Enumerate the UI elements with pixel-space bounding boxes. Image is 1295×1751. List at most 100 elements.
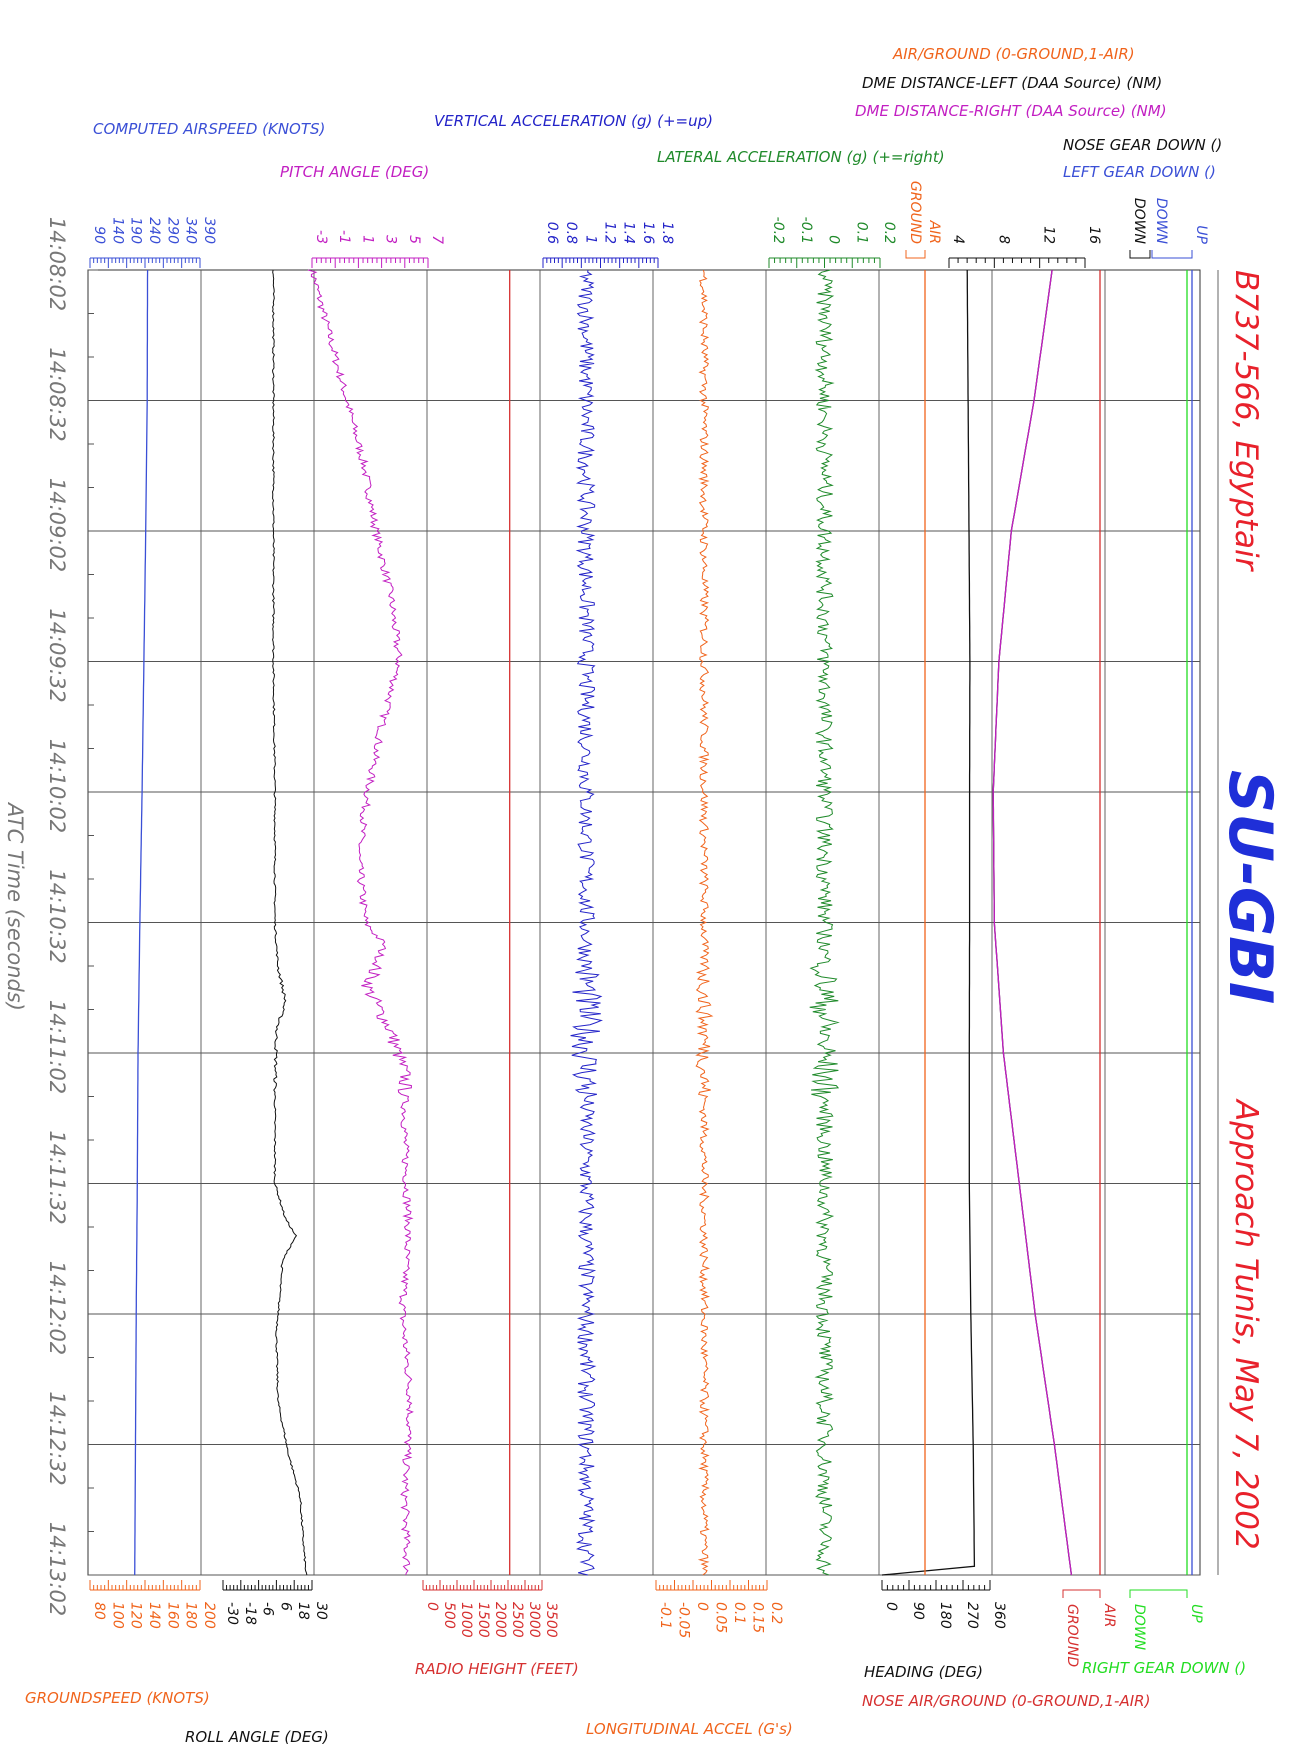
- airspeed-tick-label: 140: [109, 217, 125, 244]
- air_ground_left-bracket: [905, 250, 926, 259]
- computed-airspeed-label: COMPUTED AIRSPEED (KNOTS): [93, 120, 325, 138]
- dme_left-tick-label: 4: [950, 235, 966, 244]
- lat_accel-tick-label: 0: [826, 235, 842, 244]
- airspeed-tick-label: 90: [91, 226, 107, 244]
- pitch-trace: [307, 269, 414, 1576]
- airspeed-tick-label: 390: [201, 217, 217, 244]
- dme-right-label: DME DISTANCE-RIGHT (DAA Source) (NM): [855, 102, 1167, 120]
- vert_accel-tick-label: 1.4: [621, 222, 637, 244]
- long_accel-tick-label: -0.1: [657, 1602, 673, 1629]
- time-tick-label: 14:11:02: [45, 1000, 69, 1094]
- radio_height-tick-label: 0: [424, 1602, 440, 1611]
- long_accel-tick-label: 0.2: [768, 1602, 784, 1624]
- airspeed-tick-label: 190: [128, 217, 144, 244]
- event-title: Approach Tunis, May 7, 2002: [1228, 1098, 1264, 1550]
- lat_accel-tick-label: 0.2: [881, 222, 897, 244]
- dme_left-tick-label: 16: [1086, 226, 1102, 244]
- vertical-acceleration-label: VERTICAL ACCELERATION (g) (+=up): [434, 112, 713, 130]
- roll-angle-label: ROLL ANGLE (DEG): [185, 1728, 329, 1746]
- groundspeed-label: GROUNDSPEED (KNOTS): [25, 1689, 210, 1707]
- groundspeed-tick-label: 180: [183, 1602, 199, 1629]
- longitudinal-accel-label: LONGITUDINAL ACCEL (G's): [586, 1720, 793, 1738]
- radio_height-tick-label: 3000: [526, 1602, 542, 1638]
- air_ground_left-state-label: AIR: [926, 220, 942, 244]
- dme_left-tick-label: 8: [995, 235, 1011, 244]
- heading-tick-label: 180: [937, 1602, 953, 1629]
- dme-left-label: DME DISTANCE-LEFT (DAA Source) (NM): [862, 74, 1162, 92]
- airspeed-tick-label: 240: [146, 217, 162, 244]
- time-tick-label: 14:13:02: [45, 1522, 69, 1616]
- right-gear-label: RIGHT GEAR DOWN (): [1082, 1659, 1246, 1677]
- time-tick-label: 14:10:02: [45, 739, 69, 833]
- nose_ag-bracket: [1062, 1589, 1101, 1598]
- nose_gear-bracket: [1129, 250, 1151, 259]
- groundspeed-tick-label: 100: [109, 1602, 125, 1629]
- roll-tick-label: -30: [224, 1602, 240, 1625]
- long_accel-tick-label: 0.15: [750, 1602, 766, 1633]
- pitch-tick-label: 1: [359, 235, 375, 244]
- nose_gear-state-label: DOWN: [1131, 198, 1147, 245]
- heading-tick-label: 270: [964, 1602, 980, 1629]
- nose-gear-label: NOSE GEAR DOWN (): [1063, 136, 1222, 154]
- aircraft-title: B737-566, Egyptair: [1228, 270, 1264, 573]
- groundspeed-tick-label: 140: [146, 1602, 162, 1629]
- groundspeed-tick-label: 160: [164, 1602, 180, 1629]
- radio_height-tick-label: 3500: [543, 1602, 559, 1638]
- groundspeed-tick-label: 80: [91, 1602, 107, 1620]
- left-gear-label: LEFT GEAR DOWN (): [1063, 163, 1216, 181]
- vert_accel-tick-label: 1.6: [640, 222, 656, 244]
- roll-tick-label: 30: [313, 1602, 329, 1620]
- nose_ag-state-label: GROUND: [1064, 1604, 1080, 1667]
- pitch-tick-label: 5: [406, 235, 422, 244]
- roll-tick-label: 6: [277, 1602, 293, 1611]
- airspeed-trace: [134, 269, 149, 1576]
- radio_height-tick-label: 500: [441, 1602, 457, 1629]
- lat_accel-tick-label: -0.2: [770, 217, 786, 244]
- radio_height-tick-label: 2500: [509, 1602, 525, 1638]
- heading-trace: [881, 269, 976, 1576]
- pitch-angle-label: PITCH ANGLE (DEG): [280, 163, 429, 181]
- lateral-acceleration-label: LATERAL ACCELERATION (g) (+=right): [657, 148, 945, 166]
- airspeed-tick-label: 340: [183, 217, 199, 244]
- groundspeed-tick-label: 120: [128, 1602, 144, 1629]
- long_accel-tick-label: 0: [694, 1602, 710, 1611]
- heading-tick-label: 90: [910, 1602, 926, 1620]
- nose-air-ground-label: NOSE AIR/GROUND (0-GROUND,1-AIR): [862, 1692, 1150, 1710]
- roll-tick-label: -18: [242, 1602, 258, 1625]
- roll-tick-label: -6: [260, 1602, 276, 1616]
- vert_accel-tick-label: 1: [582, 235, 598, 244]
- heading-tick-label: 0: [883, 1602, 899, 1611]
- radio_height-tick-label: 1500: [475, 1602, 491, 1638]
- lat_accel-tick-label: -0.1: [798, 217, 814, 244]
- pitch-tick-label: 3: [383, 235, 399, 244]
- left_gear-state-label: UP: [1193, 225, 1209, 244]
- left_gear-state-label: DOWN: [1153, 198, 1169, 245]
- groundspeed-tick-label: 200: [201, 1602, 217, 1629]
- time-tick-label: 14:08:02: [45, 217, 69, 311]
- radio-height-label: RADIO HEIGHT (FEET): [415, 1660, 579, 1678]
- air_ground_left-state-label: GROUND: [907, 181, 923, 244]
- dme_left-tick-label: 12: [1041, 226, 1057, 244]
- heading-label: HEADING (DEG): [864, 1663, 983, 1681]
- vert_accel-tick-label: 0.8: [563, 222, 579, 244]
- long_accel-tick-label: -0.05: [676, 1602, 692, 1638]
- airspeed-tick-label: 290: [164, 217, 180, 244]
- long_accel-tick-label: 0.05: [713, 1602, 729, 1633]
- air-ground-label: AIR/GROUND (0-GROUND,1-AIR): [892, 45, 1135, 63]
- time-tick-label: 14:10:32: [45, 869, 69, 963]
- roll-tick-label: 18: [295, 1602, 311, 1620]
- nose_ag-state-label: AIR: [1101, 1603, 1117, 1627]
- pitch-tick-label: -1: [336, 230, 352, 244]
- time-tick-label: 14:09:02: [45, 478, 69, 572]
- roll-trace: [271, 269, 308, 1576]
- registration-title: SU-GBI: [1215, 770, 1285, 1004]
- right_gear-state-label: DOWN: [1131, 1604, 1147, 1651]
- time-tick-label: 14:12:32: [45, 1391, 69, 1485]
- long_accel-tick-label: 0.1: [731, 1602, 747, 1624]
- vert_accel-trace: [570, 269, 603, 1576]
- vert_accel-tick-label: 1.2: [602, 222, 618, 244]
- time-tick-label: 14:12:02: [45, 1261, 69, 1355]
- dme_right-trace: [992, 269, 1073, 1576]
- lat_accel-tick-label: 0.1: [853, 222, 869, 244]
- pitch-tick-label: -3: [313, 230, 329, 244]
